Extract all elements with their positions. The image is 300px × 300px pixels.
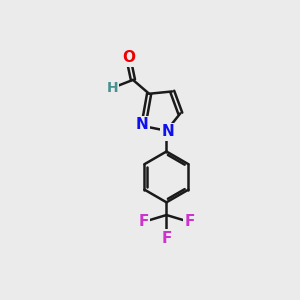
Text: N: N xyxy=(136,117,148,132)
Text: F: F xyxy=(161,231,172,246)
Text: N: N xyxy=(161,124,174,140)
Text: F: F xyxy=(138,214,148,230)
Text: H: H xyxy=(106,81,118,95)
Text: O: O xyxy=(122,50,135,65)
Text: F: F xyxy=(184,214,195,230)
